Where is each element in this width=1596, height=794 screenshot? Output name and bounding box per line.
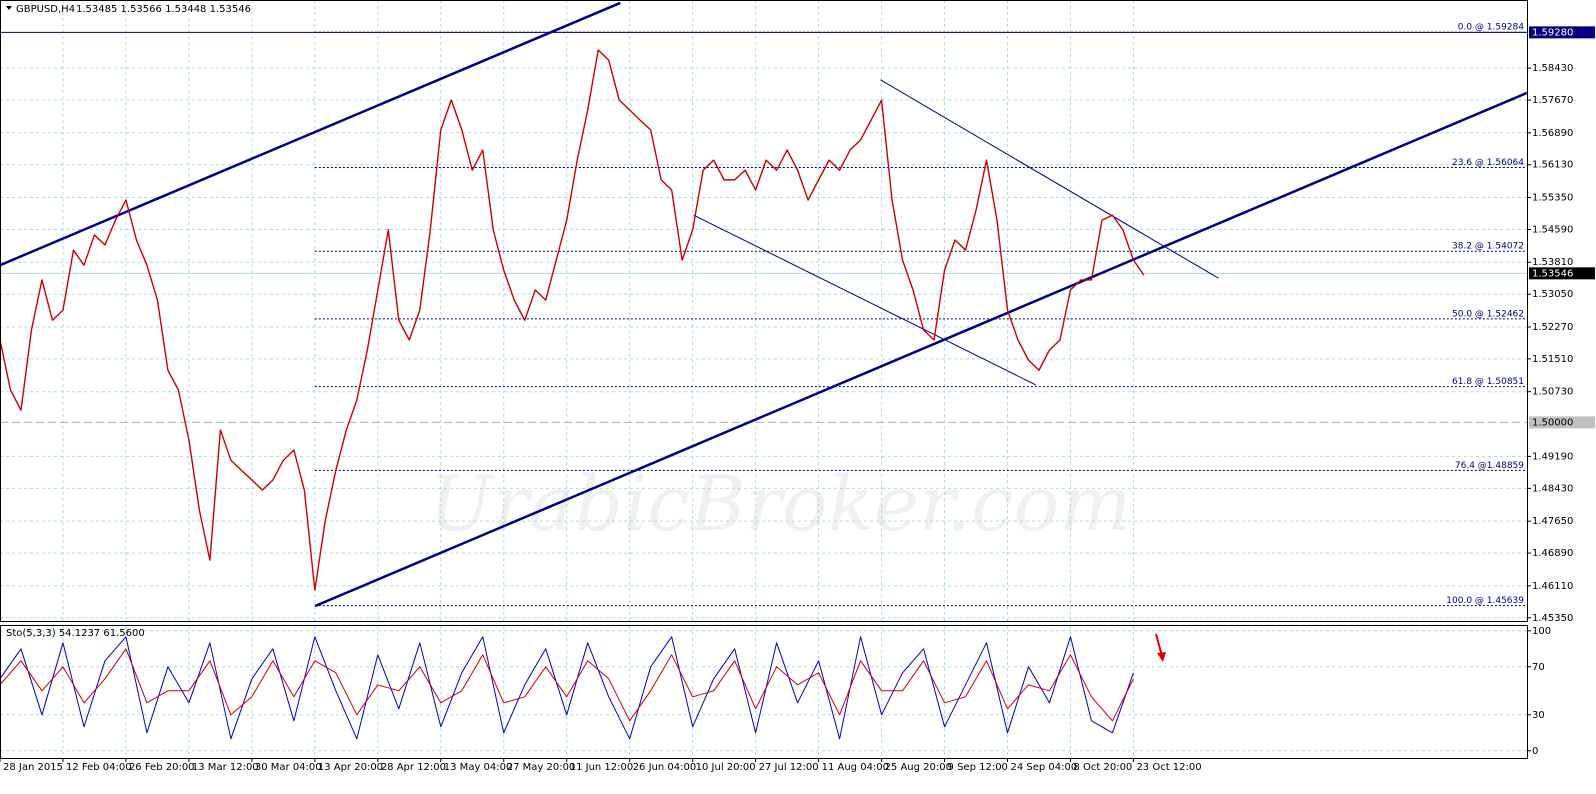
y-tick-label: 1.56130 — [1532, 160, 1573, 171]
x-tick-label: 11 Jun 12:00 — [570, 762, 634, 773]
y-tick-label: 1.58430 — [1532, 63, 1573, 74]
x-tick-label: 27 May 20:00 — [507, 762, 576, 773]
trendline — [314, 91, 1528, 608]
fib-label: 38.2 @ 1.54072 — [1452, 242, 1524, 252]
price-label-box — [1529, 26, 1595, 39]
y-tick-label: 1.47650 — [1532, 516, 1573, 527]
x-tick-label: 27 Jul 12:00 — [759, 762, 819, 773]
trendline — [880, 79, 1219, 279]
fib-label: 50.0 @ 1.52462 — [1452, 309, 1524, 319]
x-tick-label: 8 Oct 20:00 — [1073, 762, 1132, 773]
x-tick-label: 26 Jun 04:00 — [633, 762, 697, 773]
price-line-series — [0, 49, 1145, 591]
fib-label: 100.0 @ 1.45639 — [1446, 596, 1524, 606]
price-label-box — [1529, 416, 1595, 429]
y-tick-label: 1.49190 — [1532, 451, 1573, 462]
x-tick-label: 13 May 04:00 — [444, 762, 513, 773]
fib-label: 76.4 @1.48859 — [1455, 461, 1524, 471]
chart-title: GBPUSD,H4 — [16, 4, 75, 15]
x-tick-label: 28 Apr 12:00 — [381, 762, 446, 773]
y-tick-label: 1.55350 — [1532, 193, 1573, 204]
x-tick-label: 30 Mar 04:00 — [255, 762, 322, 773]
quote: 1.53485 1.53566 1.53448 1.53546 — [76, 4, 251, 15]
x-tick-label: 24 Sep 04:00 — [1011, 762, 1078, 773]
x-tick-label: 26 Feb 20:00 — [129, 762, 195, 773]
y-tick-label: 1.56890 — [1532, 128, 1573, 139]
fib-label: 23.6 @ 1.56064 — [1452, 158, 1524, 168]
trendline — [0, 1, 621, 267]
x-tick-label: 28 Jan 2015 — [3, 762, 63, 773]
y-tick-label: 1.46110 — [1532, 581, 1573, 592]
y-tick-label: 1.46890 — [1532, 548, 1573, 559]
red-arrow — [1155, 633, 1166, 662]
y-tick-label: 100 — [1532, 626, 1551, 637]
y-tick-label: 1.53810 — [1532, 257, 1573, 268]
x-tick-label: 25 Aug 20:00 — [885, 762, 952, 773]
x-tick-label: 10 Jul 20:00 — [696, 762, 756, 773]
stochastic-title: Sto(5,3,3) 54.1237 61.5600 — [6, 628, 145, 639]
price-label: 1.59280 — [1532, 27, 1573, 38]
stochastic-line — [0, 636, 1134, 740]
fib-label: 0.0 @ 1.59284 — [1458, 23, 1525, 33]
price-label: 1.53546 — [1532, 268, 1573, 279]
x-tick-label: 13 Apr 20:00 — [318, 762, 383, 773]
y-tick-label: 1.54590 — [1532, 224, 1573, 235]
trendline — [693, 214, 1037, 386]
watermark: UrabicBroker.com — [429, 459, 1132, 548]
price-label: 1.50000 — [1532, 417, 1573, 428]
y-tick-label: 1.50730 — [1532, 387, 1573, 398]
x-tick-label: 11 Aug 04:00 — [822, 762, 889, 773]
stochastic-pane-border — [0, 625, 1528, 759]
y-tick-label: 1.45350 — [1532, 613, 1573, 624]
y-tick-label: 0 — [1532, 746, 1538, 757]
y-tick-label: 30 — [1532, 710, 1545, 721]
y-tick-label: 1.57670 — [1532, 95, 1573, 106]
y-tick-label: 1.48430 — [1532, 483, 1573, 494]
menu-arrow — [6, 6, 12, 10]
fib-label: 61.8 @ 1.50851 — [1452, 377, 1524, 387]
price-label-box — [1529, 267, 1595, 280]
stochastic-line — [0, 648, 1134, 722]
x-tick-label: 23 Oct 12:00 — [1136, 762, 1201, 773]
x-tick-label: 12 Feb 04:00 — [66, 762, 132, 773]
y-tick-label: 1.53050 — [1532, 289, 1573, 300]
y-tick-label: 1.52270 — [1532, 322, 1573, 333]
x-tick-label: 13 Mar 12:00 — [192, 762, 259, 773]
y-tick-label: 70 — [1532, 662, 1545, 673]
y-tick-label: 1.51510 — [1532, 354, 1573, 365]
plot-layer: 0.0 @ 1.59284 23.6 @ 1.56064 38.2 @ 1.5407… — [0, 0, 1528, 762]
x-tick-label: 9 Sep 12:00 — [948, 762, 1008, 773]
main-pane-border — [0, 0, 1528, 622]
